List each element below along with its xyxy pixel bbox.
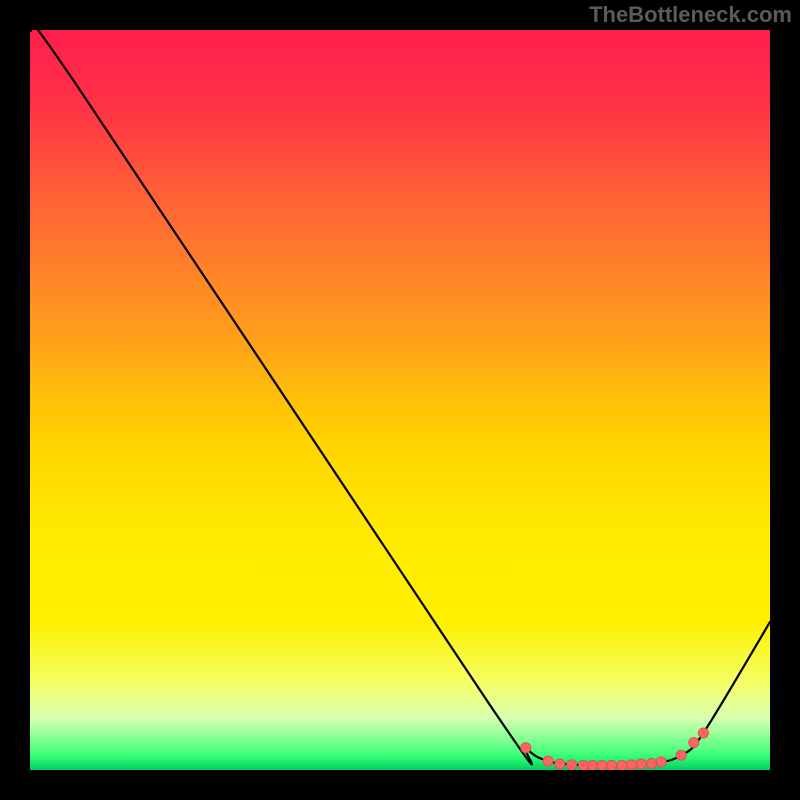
marker-point bbox=[543, 756, 553, 766]
marker-point bbox=[656, 757, 666, 767]
marker-point bbox=[627, 760, 637, 770]
marker-point bbox=[555, 759, 565, 769]
marker-point bbox=[676, 750, 686, 760]
marker-point bbox=[521, 743, 531, 753]
marker-point bbox=[698, 728, 708, 738]
marker-point bbox=[567, 760, 577, 770]
marker-point bbox=[647, 758, 657, 768]
chart-background bbox=[30, 30, 770, 770]
watermark-text: TheBottleneck.com bbox=[589, 2, 792, 28]
marker-point bbox=[689, 738, 699, 748]
marker-point bbox=[597, 761, 607, 770]
marker-point bbox=[617, 761, 627, 770]
marker-point bbox=[587, 761, 597, 770]
marker-point bbox=[607, 761, 617, 770]
marker-point bbox=[636, 759, 646, 769]
chart-canvas bbox=[30, 30, 770, 770]
